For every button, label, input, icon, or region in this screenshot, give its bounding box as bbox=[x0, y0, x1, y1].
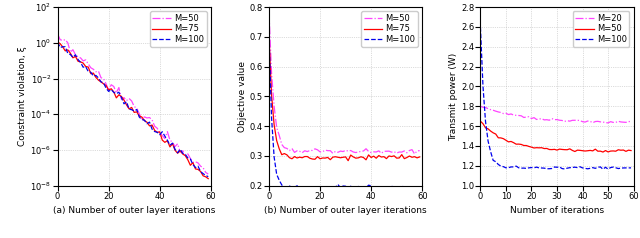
M=100 bbox=[599, 168, 607, 171]
Legend: M=20, M=50, M=100: M=20, M=50, M=100 bbox=[573, 11, 629, 47]
Line: M=75: M=75 bbox=[269, 37, 420, 161]
Line: M=50: M=50 bbox=[269, 13, 420, 154]
M=50 bbox=[79, 60, 87, 62]
M=100 bbox=[92, 74, 100, 77]
M=50 bbox=[291, 151, 298, 154]
M=75 bbox=[92, 76, 100, 79]
M=50 bbox=[54, 33, 61, 35]
M=100 bbox=[102, 87, 110, 90]
Y-axis label: Transmit power (W): Transmit power (W) bbox=[449, 52, 458, 140]
M=50 bbox=[360, 149, 367, 152]
M=75 bbox=[105, 89, 113, 92]
M=75 bbox=[97, 80, 105, 83]
Y-axis label: Objective value: Objective value bbox=[237, 61, 247, 132]
M=100 bbox=[502, 166, 510, 169]
M=75 bbox=[204, 177, 212, 180]
M=100 bbox=[515, 166, 522, 169]
M=50 bbox=[303, 150, 311, 153]
M=75 bbox=[316, 157, 324, 160]
M=50 bbox=[316, 150, 324, 153]
M=75 bbox=[54, 40, 61, 43]
M=50 bbox=[571, 150, 579, 153]
M=50 bbox=[105, 89, 113, 92]
M=75 bbox=[291, 155, 298, 158]
Legend: M=50, M=75, M=100: M=50, M=75, M=100 bbox=[362, 11, 418, 47]
M=50 bbox=[308, 149, 316, 152]
M=100 bbox=[308, 186, 316, 189]
M=20 bbox=[525, 115, 532, 118]
M=50 bbox=[148, 119, 156, 121]
M=100 bbox=[316, 187, 324, 189]
M=100 bbox=[54, 41, 61, 44]
M=100 bbox=[303, 186, 311, 188]
M=50 bbox=[515, 143, 522, 145]
M=100 bbox=[352, 189, 360, 192]
M=50 bbox=[599, 151, 607, 154]
X-axis label: (a) Number of outer layer iterations: (a) Number of outer layer iterations bbox=[53, 206, 216, 215]
M=100 bbox=[97, 80, 105, 83]
M=50 bbox=[314, 149, 321, 151]
M=20 bbox=[477, 105, 484, 108]
M=100 bbox=[362, 187, 370, 189]
Line: M=100: M=100 bbox=[269, 37, 420, 190]
M=50 bbox=[102, 83, 110, 85]
M=20 bbox=[627, 120, 635, 123]
M=100 bbox=[204, 175, 212, 178]
M=100 bbox=[520, 167, 527, 169]
M=20 bbox=[502, 112, 510, 115]
M=50 bbox=[92, 70, 100, 73]
M=50 bbox=[97, 76, 105, 79]
Line: M=20: M=20 bbox=[481, 106, 631, 123]
Line: M=100: M=100 bbox=[58, 42, 208, 177]
M=50 bbox=[520, 144, 527, 147]
M=50 bbox=[477, 120, 484, 123]
M=75 bbox=[362, 158, 370, 161]
M=100 bbox=[527, 166, 535, 169]
M=75 bbox=[79, 62, 87, 64]
M=100 bbox=[627, 166, 635, 169]
M=75 bbox=[265, 35, 273, 38]
M=75 bbox=[303, 155, 311, 158]
Line: M=75: M=75 bbox=[58, 42, 208, 179]
M=50 bbox=[265, 12, 273, 15]
Line: M=50: M=50 bbox=[58, 34, 208, 174]
M=50 bbox=[416, 149, 424, 152]
M=75 bbox=[308, 158, 316, 160]
M=50 bbox=[627, 149, 635, 152]
M=100 bbox=[525, 166, 532, 169]
X-axis label: (b) Number of outer layer iterations: (b) Number of outer layer iterations bbox=[264, 206, 427, 215]
M=100 bbox=[477, 25, 484, 28]
M=75 bbox=[102, 84, 110, 87]
M=75 bbox=[148, 124, 156, 126]
Y-axis label: Constraint violation, ξ: Constraint violation, ξ bbox=[19, 46, 28, 146]
M=100 bbox=[105, 90, 113, 93]
M=50 bbox=[525, 145, 532, 148]
M=100 bbox=[416, 185, 424, 188]
Legend: M=50, M=75, M=100: M=50, M=75, M=100 bbox=[150, 11, 207, 47]
M=100 bbox=[291, 186, 298, 189]
M=75 bbox=[344, 159, 352, 162]
M=75 bbox=[314, 155, 321, 158]
M=100 bbox=[314, 186, 321, 189]
M=50 bbox=[204, 173, 212, 175]
M=20 bbox=[527, 117, 535, 120]
M=100 bbox=[79, 66, 87, 69]
M=75 bbox=[416, 155, 424, 158]
M=20 bbox=[604, 122, 612, 124]
X-axis label: Number of iterations: Number of iterations bbox=[510, 206, 604, 215]
M=100 bbox=[571, 166, 579, 169]
M=50 bbox=[411, 153, 419, 155]
M=100 bbox=[148, 128, 156, 130]
M=20 bbox=[520, 116, 527, 119]
M=100 bbox=[265, 35, 273, 38]
M=20 bbox=[515, 114, 522, 117]
M=50 bbox=[502, 139, 510, 142]
Line: M=50: M=50 bbox=[481, 121, 631, 152]
Line: M=100: M=100 bbox=[481, 27, 631, 169]
M=50 bbox=[527, 146, 535, 149]
M=20 bbox=[571, 119, 579, 122]
